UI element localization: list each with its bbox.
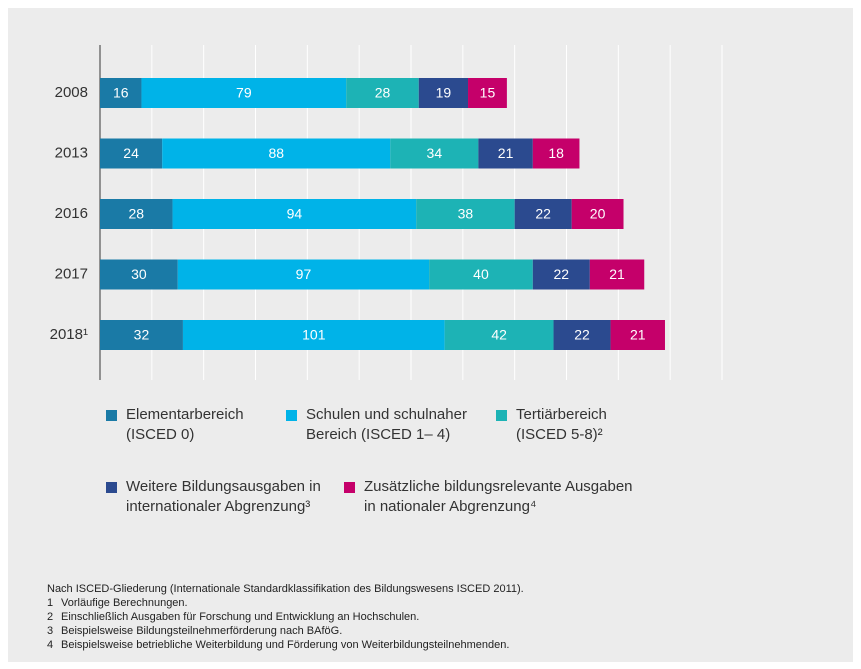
bar-segment <box>390 138 479 169</box>
chart-panel: 2008 16 79 28 19 15 2013 24 88 34 21 18 2016 28 94 38 22… <box>8 8 853 662</box>
value-label: 22 <box>554 266 570 282</box>
value-label: 19 <box>436 85 452 101</box>
note: 1 Vorläufige Berechnungen. <box>47 596 524 610</box>
value-label: 28 <box>375 85 391 101</box>
value-label: 30 <box>131 266 147 282</box>
legend-swatch <box>496 410 507 421</box>
legend-label: Zusätzliche bildungsrelevante Ausgaben i… <box>364 478 633 515</box>
note: 4 Beispielsweise betriebliche Weiterbildu… <box>47 638 524 652</box>
note-text: Einschließlich Ausgaben für Forschung un… <box>61 611 420 623</box>
bar-segment <box>478 138 533 169</box>
legend-swatch <box>344 482 355 493</box>
y-tick-label: 2016 <box>55 205 88 222</box>
bar-segment <box>141 78 347 108</box>
note-text: Vorläufige Berechnungen. <box>61 597 188 609</box>
value-label: 94 <box>287 206 303 222</box>
value-label: 38 <box>458 206 474 222</box>
legend-label: Tertiärbereich (ISCED 5-8)² <box>516 406 607 443</box>
y-tick-label: 2018¹ <box>50 326 88 343</box>
value-label: 32 <box>134 327 150 343</box>
bar-segment <box>532 138 580 169</box>
legend-swatch <box>286 410 297 421</box>
value-label: 21 <box>609 266 625 282</box>
bar-segment <box>589 259 645 290</box>
y-tick-label: 2017 <box>55 265 88 282</box>
value-label: 40 <box>473 266 489 282</box>
notes: Nach ISCED-Gliederung (Internationale St… <box>47 582 524 652</box>
note-number: 2 <box>47 611 54 623</box>
value-label: 97 <box>296 266 312 282</box>
bar-segment <box>100 259 178 290</box>
legend-label: Elementarbereich (ISCED 0) <box>126 406 244 443</box>
bar-segment <box>418 78 469 108</box>
bar-segment <box>416 199 515 229</box>
value-label: 34 <box>427 145 443 161</box>
note-text: Beispielsweise Bildungsteilnehmerförderu… <box>61 625 343 637</box>
bar-segment <box>162 138 391 169</box>
note-number: 4 <box>47 639 54 651</box>
chart: 2008 16 79 28 19 15 2013 24 88 34 21 18 2016 28 94 38 22… <box>50 45 723 380</box>
legend-label: Schulen und schulnaher Bereich (ISCED 1–… <box>306 406 467 443</box>
note: 2 Einschließlich Ausgaben für Forschung u… <box>47 610 524 624</box>
value-label: 15 <box>480 85 496 101</box>
y-tick-label: 2013 <box>55 144 88 161</box>
bar-segment <box>100 199 173 229</box>
value-label: 21 <box>498 145 514 161</box>
bar-segment <box>172 199 417 229</box>
bar-segment <box>182 320 445 350</box>
value-label: 79 <box>236 85 252 101</box>
bar-segment <box>100 320 183 350</box>
note-number: 3 <box>47 625 54 637</box>
bar-segment <box>514 199 572 229</box>
note-intro: Nach ISCED-Gliederung (Internationale St… <box>47 583 524 595</box>
value-label: 88 <box>268 145 284 161</box>
bar-segment <box>553 320 611 350</box>
legend-label: Weitere Bildungsausgaben in internationa… <box>126 478 321 515</box>
legend-swatch <box>106 410 117 421</box>
value-label: 42 <box>491 327 507 343</box>
legend-swatch <box>106 482 117 493</box>
bar-segment <box>610 320 665 350</box>
value-label: 18 <box>548 145 564 161</box>
value-label: 101 <box>302 327 326 343</box>
bar-segment <box>177 259 430 290</box>
bar-segment <box>571 199 624 229</box>
bar-segment <box>346 78 419 108</box>
value-label: 16 <box>113 85 129 101</box>
value-label: 22 <box>574 327 590 343</box>
bar-segment <box>468 78 507 108</box>
value-label: 22 <box>535 206 551 222</box>
y-tick-label: 2008 <box>55 84 88 101</box>
bar-segment <box>100 78 142 108</box>
note-text: Beispielsweise betriebliche Weiterbildun… <box>61 639 510 651</box>
note: 3 Beispielsweise Bildungsteilnehmerförder… <box>47 624 524 638</box>
note-number: 1 <box>47 597 54 609</box>
bar-segment <box>429 259 533 290</box>
bar-segment <box>532 259 590 290</box>
bar-segment <box>444 320 554 350</box>
value-label: 28 <box>128 206 144 222</box>
value-label: 20 <box>590 206 606 222</box>
value-label: 21 <box>630 327 646 343</box>
bar-segment <box>100 138 163 169</box>
value-label: 24 <box>123 145 139 161</box>
